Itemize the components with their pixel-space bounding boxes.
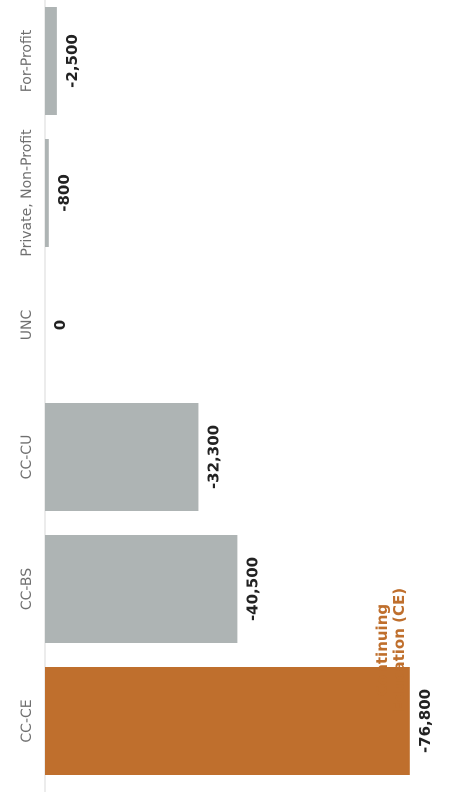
- bar-private-non-profit: [45, 139, 49, 247]
- annotation-line: Education (CE): [390, 588, 408, 712]
- value-label-cc-ce: -76,800: [416, 689, 434, 753]
- bar-cc-cu: [45, 403, 199, 511]
- category-label-cc-cu: CC-CU: [19, 435, 35, 480]
- value-label-cc-bs: -40,500: [243, 557, 261, 621]
- value-label-cc-cu: -32,300: [204, 425, 222, 489]
- value-label-for-profit: -2,500: [63, 34, 81, 88]
- value-label-unc: 0: [51, 320, 69, 330]
- bar-cc-ce: [45, 667, 410, 775]
- category-label-cc-ce: CC-CE: [19, 699, 35, 742]
- annotation-group: ContinuingEducation (CE): [373, 588, 408, 712]
- category-label-for-profit: For-Profit: [19, 29, 35, 92]
- value-label-private-non-profit: -800: [55, 174, 73, 212]
- bar-for-profit: [45, 7, 57, 115]
- value-labels-group: -76,800 -40,500 -32,300 0 -800 -2,500: [51, 34, 434, 753]
- category-label-cc-bs: CC-BS: [19, 568, 35, 610]
- bar-cc-bs: [45, 535, 238, 643]
- bars-group: [45, 7, 410, 775]
- category-label-private-non-profit: Private, Non-Profit: [19, 129, 35, 257]
- annotation-continuing-education: ContinuingEducation (CE): [373, 588, 408, 712]
- category-label-unc: UNC: [19, 310, 35, 341]
- annotation-line: Continuing: [373, 604, 391, 696]
- category-labels: CC-CE CC-BS CC-CU UNC Private, Non-Profit For…: [19, 29, 35, 742]
